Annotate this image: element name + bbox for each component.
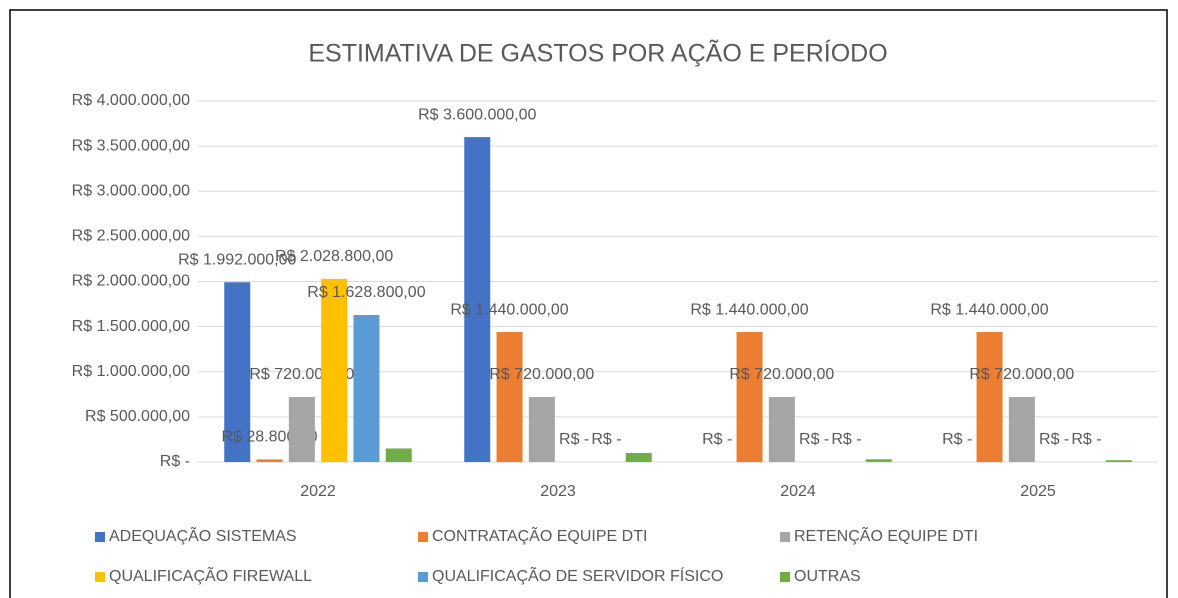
y-tick-label: R$ 3.000.000,00 <box>72 182 190 199</box>
legend-label: QUALIFICAÇÃO DE SERVIDOR FÍSICO <box>432 565 723 585</box>
legend-label: OUTRAS <box>794 568 861 585</box>
legend-swatch <box>418 572 428 582</box>
bar <box>256 459 283 462</box>
data-label: R$ - <box>942 431 972 448</box>
data-label: R$ 1.440.000,00 <box>930 301 1048 318</box>
chart-border <box>9 9 1168 598</box>
data-label: R$ - <box>831 431 861 448</box>
x-tick-label: 2023 <box>540 483 576 500</box>
data-label: R$ - <box>702 431 732 448</box>
data-label: R$ - <box>799 431 829 448</box>
y-tick-label: R$ 1.500.000,00 <box>72 318 190 335</box>
y-tick-label: R$ 2.500.000,00 <box>72 228 190 245</box>
data-label: R$ 720.000,00 <box>729 366 834 383</box>
y-tick-label: R$ 3.500.000,00 <box>72 137 190 154</box>
x-tick-label: 2025 <box>1020 483 1056 500</box>
bar <box>464 137 491 462</box>
data-label: R$ 720.000,00 <box>969 366 1074 383</box>
bar <box>528 397 555 462</box>
data-label: R$ 1.440.000,00 <box>450 301 568 318</box>
bar <box>496 332 523 462</box>
bar <box>768 397 795 462</box>
legend-swatch <box>780 532 790 542</box>
data-label: R$ 1.992.000,00 <box>178 251 296 268</box>
data-label: R$ 1.628.800,00 <box>307 284 425 301</box>
data-label: R$ 2.028.800,00 <box>275 248 393 265</box>
y-tick-label: R$ - <box>160 453 190 470</box>
bar <box>321 278 348 462</box>
data-label: R$ - <box>1071 431 1101 448</box>
bar <box>865 459 892 462</box>
legend-swatch <box>95 572 105 582</box>
data-label: R$ - <box>559 431 589 448</box>
x-tick-label: 2022 <box>300 483 336 500</box>
bar <box>385 448 412 462</box>
legend-label: ADEQUAÇÃO SISTEMAS <box>109 525 297 545</box>
chart-title: ESTIMATIVA DE GASTOS POR AÇÃO E PERÍODO <box>308 39 887 68</box>
bar <box>976 332 1003 462</box>
x-tick-label: 2024 <box>780 483 816 500</box>
y-tick-label: R$ 500.000,00 <box>85 408 190 425</box>
bar <box>224 282 251 462</box>
y-tick-label: R$ 2.000.000,00 <box>72 273 190 290</box>
bar <box>1105 460 1132 462</box>
legend-label: RETENÇÃO EQUIPE DTI <box>794 525 978 545</box>
data-label: R$ 720.000,00 <box>489 366 594 383</box>
legend-label: QUALIFICAÇÃO FIREWALL <box>109 565 312 585</box>
data-label: R$ 3.600.000,00 <box>418 106 536 123</box>
bar <box>625 452 652 462</box>
bar <box>353 315 380 462</box>
y-tick-label: R$ 1.000.000,00 <box>72 363 190 380</box>
legend-swatch <box>95 532 105 542</box>
bar <box>1008 397 1035 462</box>
data-label: R$ - <box>1039 431 1069 448</box>
legend-label: CONTRATAÇÃO EQUIPE DTI <box>432 525 647 545</box>
bar <box>736 332 763 462</box>
data-label: R$ - <box>591 431 621 448</box>
bar <box>288 397 315 462</box>
data-label: R$ 1.440.000,00 <box>690 301 808 318</box>
y-tick-label: R$ 4.000.000,00 <box>72 92 190 109</box>
legend-swatch <box>418 532 428 542</box>
legend-swatch <box>780 572 790 582</box>
